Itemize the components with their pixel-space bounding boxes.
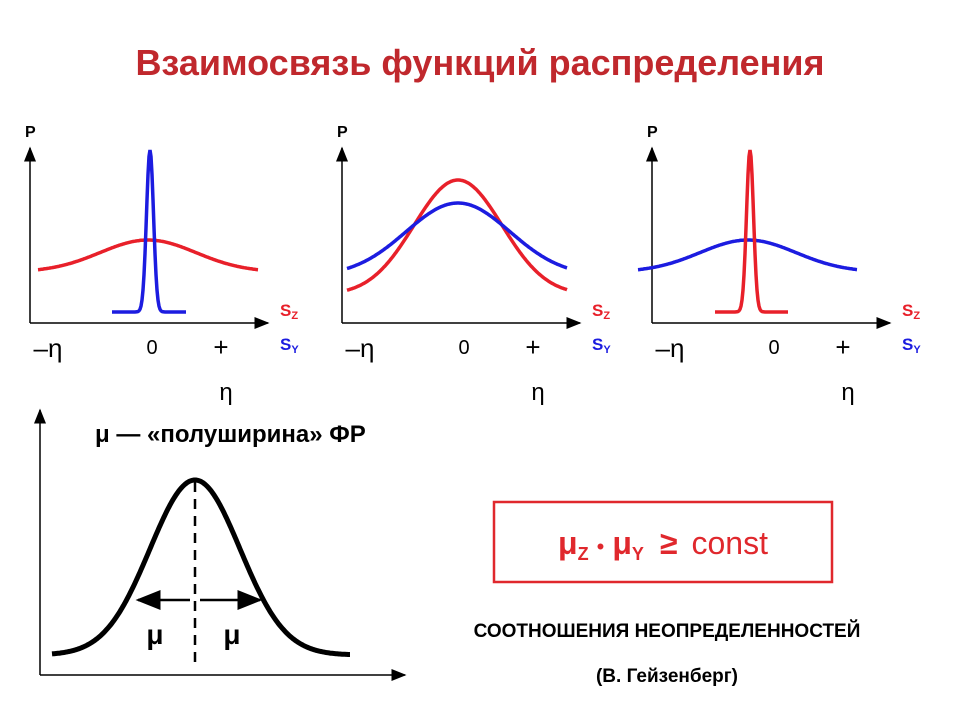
tick-label: + <box>213 332 228 362</box>
panels: P SZ SY –η 0 + η P SZ SY –η 0 + η P SZ SY –η 0 + η <box>24 124 921 406</box>
distribution-curve <box>715 149 788 314</box>
author: (В. Гейзенберг) <box>596 666 738 687</box>
distribution-curve <box>637 238 858 272</box>
tick-label: 0 <box>146 337 157 359</box>
legend-entry: SY <box>902 335 921 356</box>
tick-label: η <box>531 379 544 406</box>
legend-entry: SY <box>592 335 611 356</box>
distribution-curve <box>346 201 568 271</box>
tick-label: –η <box>346 333 375 363</box>
tick-label: η <box>219 379 232 406</box>
legend-entry: SZ <box>902 301 920 322</box>
bell-curve <box>51 477 350 657</box>
formula: μZ • μY ≥ const <box>558 525 768 564</box>
formula-box <box>492 500 834 584</box>
tick-label: –η <box>656 333 685 363</box>
title: Взаимосвязь функций распределения <box>135 42 824 83</box>
distribution-curve <box>346 178 568 292</box>
mu-label: μ <box>146 619 163 650</box>
tick-label: + <box>835 332 850 362</box>
axis-label: P <box>337 124 348 141</box>
mu-label: μ <box>223 619 240 650</box>
legend-entry: SY <box>280 335 299 356</box>
halfwidth-diagram: μ — «полуширина» ФР μ μ <box>34 408 407 681</box>
panel: P SZ SY –η 0 + η <box>637 124 921 406</box>
axis-label: P <box>25 124 36 141</box>
tick-label: –η <box>34 333 63 363</box>
panel: P SZ SY –η 0 + η <box>24 124 299 406</box>
caption: СООТНОШЕНИЯ НЕОПРЕДЕЛЕННОСТЕЙ <box>474 620 861 642</box>
tick-label: 0 <box>768 337 779 359</box>
tick-label: 0 <box>458 337 469 359</box>
panel: P SZ SY –η 0 + η <box>336 124 611 406</box>
legend-entry: SZ <box>280 301 298 322</box>
distribution-curve <box>112 149 186 314</box>
axis-label: P <box>647 124 658 141</box>
halfwidth-heading: μ — «полуширина» ФР <box>95 421 366 448</box>
tick-label: + <box>525 332 540 362</box>
legend-entry: SZ <box>592 301 610 322</box>
tick-label: η <box>841 379 854 406</box>
distribution-curve <box>37 238 259 272</box>
